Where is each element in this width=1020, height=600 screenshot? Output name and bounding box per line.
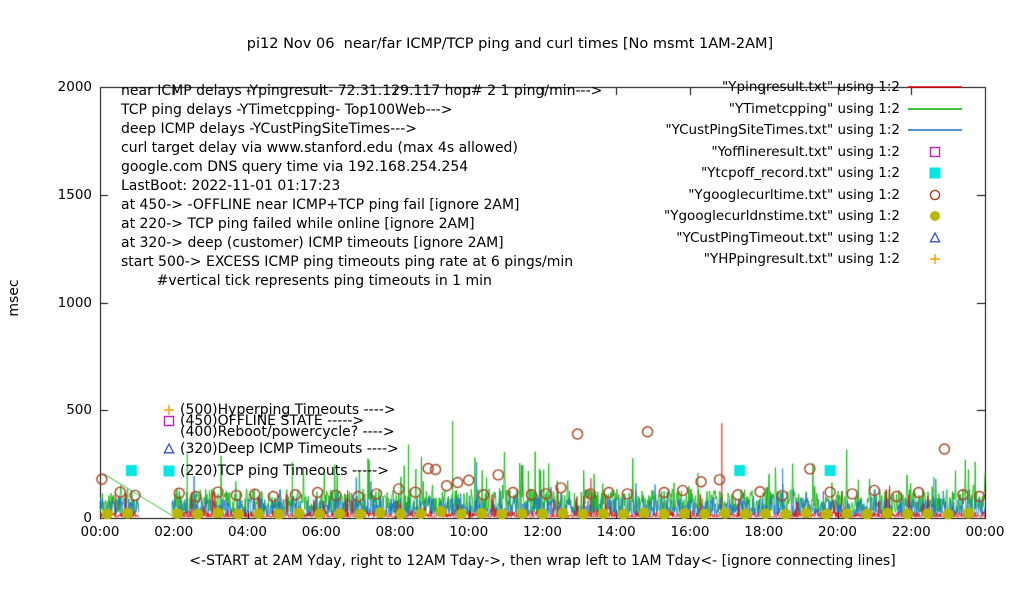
y-tick-label: 500 bbox=[66, 402, 92, 419]
level-annotation-label: (220)TCP ping Timeouts -----> bbox=[180, 462, 389, 479]
legend-item: "YHPpingresult.txt" using 1:2 bbox=[704, 251, 964, 267]
legend-label: "YHPpingresult.txt" using 1:2 bbox=[703, 251, 900, 267]
y-tick-label: 0 bbox=[83, 510, 92, 526]
level-square-open-icon bbox=[162, 414, 180, 428]
level-square-filled-icon bbox=[162, 464, 180, 478]
x-tick-label: 08:00 bbox=[375, 524, 415, 540]
annotation-line: deep ICMP delays -YCustPingSiteTimes---> bbox=[121, 121, 418, 137]
y-axis-label: msec bbox=[6, 279, 22, 317]
level-annotation: (450)OFFLINE STATE -----> bbox=[162, 413, 364, 429]
legend-item: "Ygooglecurltime.txt" using 1:2 bbox=[688, 187, 964, 203]
plot-annotations: near ICMP delays -Ypingresult- 72.31.129… bbox=[121, 82, 602, 291]
legend-square-open-icon bbox=[906, 145, 964, 159]
x-tick-label: 22:00 bbox=[891, 524, 931, 540]
level-annotation: (220)TCP ping Timeouts -----> bbox=[162, 463, 389, 479]
legend-square-filled-icon bbox=[906, 166, 964, 180]
legend-circle-open-icon bbox=[906, 188, 964, 202]
legend-label: "Ygooglecurldnstime.txt" using 1:2 bbox=[664, 208, 900, 224]
level-annotation: (320)Deep ICMP Timeouts ----> bbox=[162, 441, 399, 457]
legend-label: "Ypingresult.txt" using 1:2 bbox=[722, 79, 900, 95]
annotation-line: LastBoot: 2022-11-01 01:17:23 bbox=[121, 178, 341, 194]
level-marker-spacer bbox=[162, 425, 180, 439]
annotation-line: TCP ping delays -YTimetcpping- Top100Web… bbox=[121, 102, 453, 118]
level-annotation: (500)Hyperping Timeouts ----> bbox=[162, 402, 396, 418]
legend-item: "Ygooglecurldnstime.txt" using 1:2 bbox=[664, 208, 964, 224]
x-tick-label: 10:00 bbox=[449, 524, 489, 540]
level-annotation-label: (400)Reboot/powercycle? ----> bbox=[180, 423, 395, 440]
level-annotation-label: (320)Deep ICMP Timeouts ----> bbox=[180, 441, 399, 458]
legend-item: "YCustPingTimeout.txt" using 1:2 bbox=[676, 230, 964, 246]
chart-title: pi12 Nov 06 near/far ICMP/TCP ping and c… bbox=[246, 36, 774, 52]
legend-item: "Yofflineresult.txt" using 1:2 bbox=[711, 144, 964, 160]
y-tick-label: 2000 bbox=[57, 79, 92, 95]
legend-label: "Yofflineresult.txt" using 1:2 bbox=[711, 143, 900, 160]
legend-item: "Ytcpoff_record.txt" using 1:2 bbox=[701, 165, 964, 181]
legend-label: "Ygooglecurltime.txt" using 1:2 bbox=[688, 186, 900, 203]
level-annotation-label: (450)OFFLINE STATE -----> bbox=[180, 413, 365, 430]
legend-label: "Ytcpoff_record.txt" using 1:2 bbox=[700, 165, 900, 181]
x-tick-label: 16:00 bbox=[670, 524, 710, 540]
legend-item: "YTimetcpping" using 1:2 bbox=[729, 101, 964, 117]
legend-label: "YCustPingTimeout.txt" using 1:2 bbox=[676, 229, 900, 246]
x-tick-label: 04:00 bbox=[228, 524, 267, 540]
legend-triangle-open-icon bbox=[906, 231, 964, 245]
annotation-line: at 320-> deep (customer) ICMP timeouts [… bbox=[121, 235, 504, 251]
x-tick-label: 06:00 bbox=[301, 524, 341, 540]
annotation-line: near ICMP delays -Ypingresult- 72.31.129… bbox=[121, 83, 603, 99]
x-tick-label: 00:00 bbox=[965, 524, 1005, 540]
level-triangle-open-icon bbox=[162, 442, 180, 456]
annotation-line: at 450-> -OFFLINE near ICMP+TCP ping fai… bbox=[121, 197, 520, 213]
y-tick-label: 1500 bbox=[57, 186, 92, 203]
x-tick-label: 00:00 bbox=[80, 524, 120, 540]
x-tick-label: 18:00 bbox=[744, 524, 784, 540]
level-annotation: (400)Reboot/powercycle? ----> bbox=[162, 424, 395, 440]
annotation-line: google.com DNS query time via 192.168.25… bbox=[121, 159, 469, 175]
x-tick-label: 20:00 bbox=[818, 524, 857, 540]
legend-item: "YCustPingSiteTimes.txt" using 1:2 bbox=[665, 122, 964, 138]
legend-circle-filled-icon bbox=[906, 209, 964, 223]
legend-plus-icon bbox=[906, 252, 964, 266]
level-annotation-label: (500)Hyperping Timeouts ----> bbox=[180, 402, 396, 419]
y-tick-label: 1000 bbox=[57, 294, 92, 311]
x-tick-label: 14:00 bbox=[596, 524, 636, 540]
legend-item: "Ypingresult.txt" using 1:2 bbox=[722, 79, 964, 95]
legend-label: "YTimetcpping" using 1:2 bbox=[728, 100, 900, 117]
annotation-line: at 220-> TCP ping failed while online [i… bbox=[121, 216, 475, 232]
annotation-line: curl target delay via www.stanford.edu (… bbox=[121, 140, 518, 156]
annotation-line: #vertical tick represents ping timeouts … bbox=[121, 273, 492, 289]
x-axis-label: <-START at 2AM Yday, right to 12AM Tday-… bbox=[189, 553, 896, 569]
annotation-line: start 500-> EXCESS ICMP ping timeouts pi… bbox=[121, 254, 574, 270]
legend-label: "YCustPingSiteTimes.txt" using 1:2 bbox=[665, 122, 900, 138]
legend-line-icon bbox=[906, 80, 964, 94]
x-tick-label: 02:00 bbox=[154, 524, 194, 540]
x-tick-label: 12:00 bbox=[523, 524, 562, 540]
legend-line-icon bbox=[906, 102, 964, 116]
legend-line-icon bbox=[906, 123, 964, 137]
legend: "Ypingresult.txt" using 1:2 "YTimetcpping… bbox=[664, 79, 964, 267]
level-plus-icon bbox=[162, 403, 180, 417]
